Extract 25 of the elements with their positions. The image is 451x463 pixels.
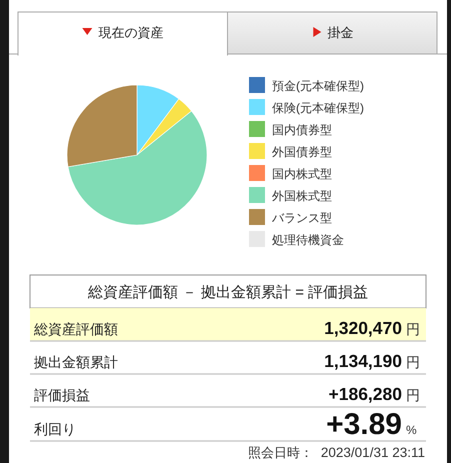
text: 2023/01/31 23:11 (320, 445, 425, 460)
text: 掛金 (327, 25, 354, 40)
legend-label: 外国株式型 (272, 189, 332, 203)
legend-label: 国内株式型 (272, 167, 332, 181)
text: +186,280 (328, 384, 402, 404)
text: 1,134,190 (324, 351, 402, 371)
text: 利回り (34, 421, 76, 437)
legend-label: 外国債券型 (272, 145, 332, 159)
text: 拠出金額累計 (34, 354, 118, 370)
text: 総資産評価額 (33, 321, 118, 337)
text: 総資産評価額 － 拠出金額累計 = 評価損益 (86, 284, 368, 301)
text: 円 (406, 354, 420, 370)
text: 円 (406, 321, 420, 337)
text: 1,320,470 (324, 318, 402, 338)
text: % (406, 423, 417, 437)
legend-label: 国内債券型 (272, 123, 332, 137)
legend-label: バランス型 (271, 211, 332, 225)
legend-label: 預金(元本確保型) (272, 79, 364, 93)
text: 円 (406, 387, 420, 403)
text: 現在の資産 (98, 25, 164, 40)
text: 照会日時： (248, 445, 313, 460)
legend-label: 保険(元本確保型) (272, 101, 364, 115)
text: 評価損益 (34, 387, 90, 403)
legend-label: 処理待機資金 (272, 233, 344, 247)
text: +3.89 (326, 408, 402, 441)
